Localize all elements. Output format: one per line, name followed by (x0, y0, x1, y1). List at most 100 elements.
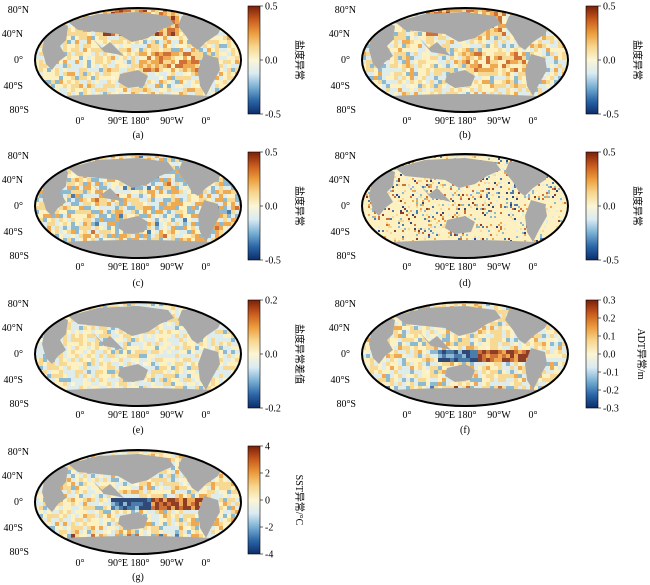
lat-label: 80°N (8, 299, 29, 310)
lon-label: 90°W (160, 558, 184, 569)
panel-a: 80°N 40°N 0° 40°S 80°S 0° 90°E 180° 90°W 0° (a) 0.5… (2, 2, 306, 142)
colorbar (585, 299, 599, 409)
lat-label: 80°N (335, 299, 356, 310)
map-boundary (34, 449, 242, 555)
panel-caption: (f) (460, 425, 470, 436)
colorbar-tick-label: 0.0 (603, 350, 616, 361)
lat-label: 80°S (336, 399, 356, 410)
map-e (34, 301, 242, 407)
colorbar-label: ADT异常/m (635, 328, 648, 379)
lat-label: 80°N (8, 5, 29, 16)
land-mass (419, 38, 451, 56)
land-mass (118, 512, 148, 530)
lat-label: 80°N (8, 151, 29, 162)
panel-caption: (b) (459, 130, 471, 141)
lat-label: 80°S (9, 399, 29, 410)
panel-caption: (d) (459, 278, 471, 289)
colorbar-tick-label: -0.5 (265, 110, 281, 121)
lat-label: 80°S (336, 105, 356, 116)
land-mass (92, 184, 124, 202)
colorbar-tick-label: 0.3 (603, 296, 616, 307)
lat-label: 40°N (329, 29, 350, 40)
lat-label: 40°S (3, 523, 23, 534)
lat-label: 40°N (329, 175, 350, 186)
lon-label: 180° (131, 262, 150, 273)
colorbar-label: 盐度异常差值 (293, 324, 306, 384)
land-mass (419, 332, 451, 350)
land-mass (198, 496, 220, 538)
panel-caption: (c) (132, 278, 143, 289)
lon-label: 0° (76, 558, 85, 569)
lon-label: 0° (76, 116, 85, 127)
land-mass (419, 184, 451, 202)
lat-label: 80°S (9, 251, 29, 262)
map-boundary (34, 153, 242, 259)
colorbar (247, 445, 261, 555)
lat-label: 40°S (3, 375, 23, 386)
lon-label: 0° (403, 116, 412, 127)
lon-label: 0° (202, 262, 211, 273)
panel-f: 80°N 40°N 0° 40°S 80°S 0° 90°E 180° 90°W 0° (f) 0.3… (329, 296, 648, 437)
lat-label: 40°S (330, 81, 350, 92)
land-mass (198, 348, 220, 390)
lat-label: 40°N (2, 29, 23, 40)
lat-label: 40°S (3, 81, 23, 92)
land-mass (198, 54, 220, 96)
lat-label: 0° (14, 349, 23, 360)
colorbar-tick-label: 0.5 (265, 148, 278, 159)
colorbar-tick-label: 0.2 (603, 314, 616, 325)
lon-label: 90°E (435, 262, 455, 273)
lat-label: 0° (14, 55, 23, 66)
lon-label: 90°E (435, 410, 455, 421)
lat-label: 80°S (9, 105, 29, 116)
lat-label: 0° (14, 201, 23, 212)
colorbar-tick-label: 0.5 (265, 2, 278, 13)
colorbar-tick-label: 0.0 (603, 202, 616, 213)
lat-label: 80°N (8, 447, 29, 458)
lat-label: 80°N (335, 151, 356, 162)
land-mass (525, 54, 547, 96)
colorbar-label: 盐度异常 (631, 40, 644, 80)
colorbar-tick-label: 2 (265, 469, 270, 480)
map-f (361, 301, 569, 407)
lon-label: 0° (76, 262, 85, 273)
lon-label: 90°E (108, 116, 128, 127)
land-mass (68, 306, 174, 336)
panel-d: 80°N 40°N 0° 40°S 80°S 0° 90°E 180° 90°W 0° (d) 0.5… (329, 148, 644, 290)
lat-label: 80°N (335, 5, 356, 16)
lon-label: 180° (131, 558, 150, 569)
lon-label: 90°W (487, 262, 511, 273)
map-g (34, 449, 242, 555)
land-mass (395, 12, 501, 42)
lon-label: 0° (76, 410, 85, 421)
lon-label: 0° (529, 410, 538, 421)
ocean-field (362, 154, 568, 258)
map-boundary (361, 153, 569, 259)
panel-e: 80°N 40°N 0° 40°S 80°S 0° 90°E 180° 90°W 0° (e) 0.2… (2, 296, 306, 437)
colorbar-tick-label: -0.5 (603, 110, 619, 121)
land-mass (68, 158, 174, 188)
land-mass (525, 200, 547, 242)
lon-label: 0° (403, 410, 412, 421)
colorbar-label: 盐度异常 (293, 40, 306, 80)
lat-label: 40°S (3, 227, 23, 238)
colorbar-label: 盐度异常 (631, 186, 644, 226)
panel-caption: (g) (132, 572, 144, 583)
lon-label: 90°W (160, 116, 184, 127)
map-boundary (361, 301, 569, 407)
colorbar-tick-label: -0.5 (265, 256, 281, 267)
lon-label: 90°W (487, 116, 511, 127)
colorbar-label: 盐度异常 (293, 186, 306, 226)
colorbar-tick-label: 0.0 (603, 56, 616, 67)
map-c (34, 153, 242, 259)
land-mass (118, 216, 148, 234)
lat-label: 80°S (9, 547, 29, 558)
lat-label: 0° (341, 349, 350, 360)
lat-label: 40°N (2, 323, 23, 334)
colorbar (585, 151, 599, 261)
lon-label: 0° (202, 410, 211, 421)
map-boundary (34, 301, 242, 407)
colorbar-tick-label: 0.0 (265, 202, 278, 213)
lon-label: 0° (403, 262, 412, 273)
lat-label: 0° (341, 55, 350, 66)
